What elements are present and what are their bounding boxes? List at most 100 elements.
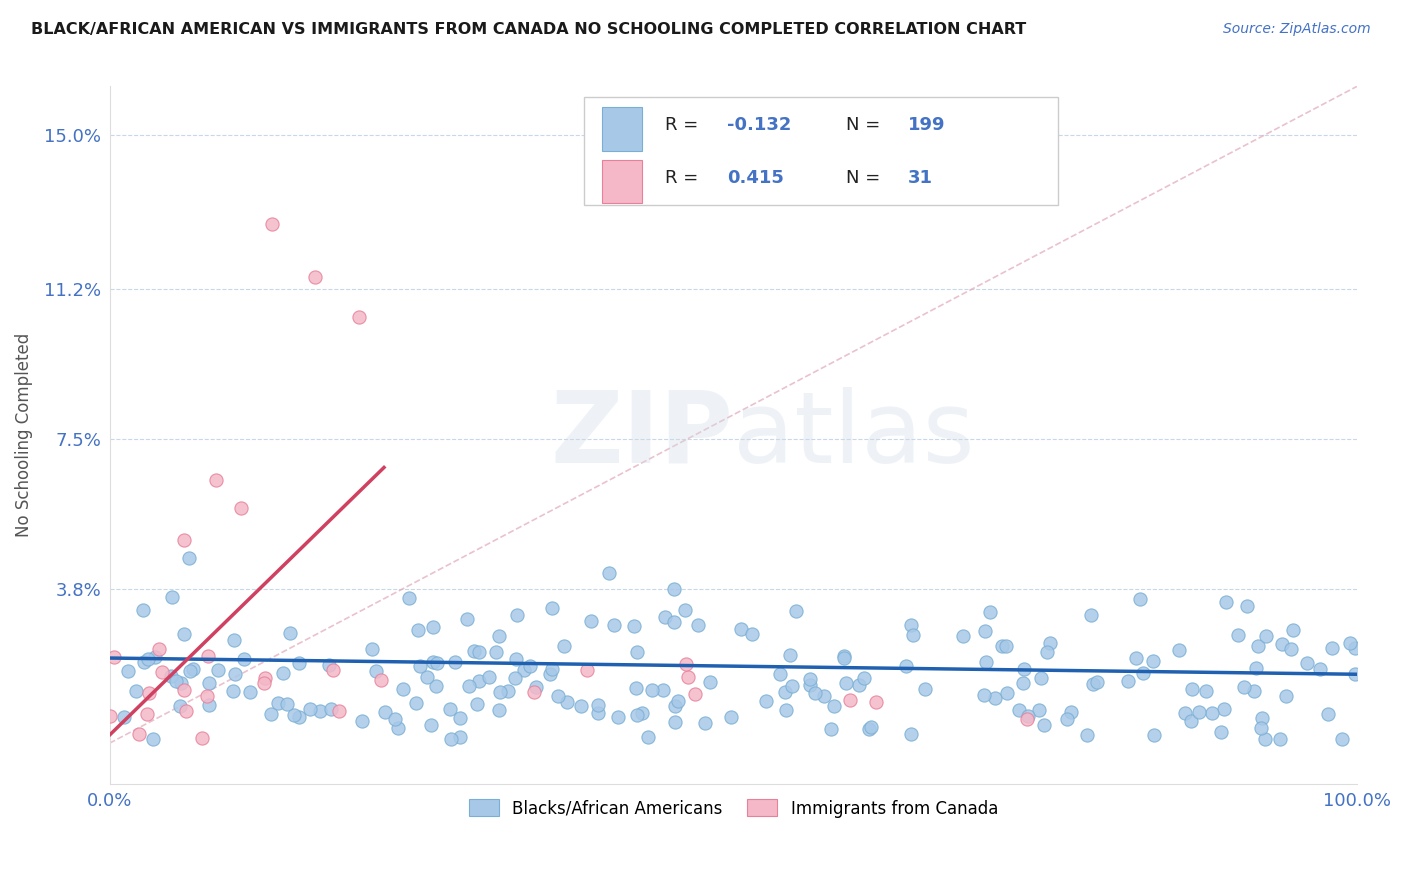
Point (463, 643, 485, 657)
Text: N =: N = (845, 117, 886, 135)
Point (1243, 684, 1265, 698)
Point (276, 697, 298, 711)
Point (1012, 662, 1035, 676)
Point (1181, 681, 1204, 696)
Point (626, 645, 648, 659)
Point (253, 676, 276, 690)
Point (488, 685, 510, 699)
Point (673, 603, 696, 617)
Point (773, 684, 796, 698)
Point (266, 696, 288, 710)
Point (990, 639, 1012, 653)
Point (278, 626, 301, 640)
Point (775, 702, 797, 716)
Point (894, 659, 917, 673)
Point (637, 730, 659, 744)
Point (449, 730, 471, 744)
Point (361, 642, 384, 657)
Point (239, 685, 262, 699)
Point (169, 699, 191, 714)
Text: R =: R = (665, 117, 703, 135)
Point (347, 310, 370, 325)
Point (1168, 642, 1191, 657)
Text: 199: 199 (908, 117, 945, 135)
Point (173, 682, 195, 697)
Point (654, 610, 676, 624)
Point (328, 704, 350, 718)
Point (398, 591, 420, 606)
Point (1129, 591, 1152, 606)
Point (468, 645, 491, 659)
Point (176, 704, 198, 718)
Point (142, 731, 165, 746)
Point (496, 684, 519, 698)
Point (540, 662, 562, 676)
Point (641, 683, 664, 698)
Point (779, 648, 801, 662)
Text: atlas: atlas (734, 386, 974, 483)
Point (1275, 689, 1298, 703)
Point (283, 708, 305, 723)
Text: 0.415: 0.415 (727, 169, 785, 186)
Y-axis label: No Schooling Completed: No Schooling Completed (15, 333, 32, 537)
Point (456, 612, 478, 626)
Point (1309, 662, 1331, 676)
Point (370, 673, 392, 687)
Point (170, 676, 193, 690)
Point (785, 603, 807, 617)
Point (160, 590, 183, 604)
Point (974, 655, 997, 669)
Point (148, 642, 170, 657)
Point (1008, 703, 1031, 717)
Point (207, 663, 229, 677)
Point (1247, 640, 1270, 654)
Point (117, 665, 139, 679)
Point (1271, 637, 1294, 651)
Point (503, 671, 526, 685)
Point (676, 670, 699, 684)
Point (1132, 666, 1154, 681)
Point (1031, 671, 1053, 685)
Point (579, 614, 602, 628)
Point (858, 722, 880, 736)
FancyBboxPatch shape (583, 97, 1057, 205)
Point (1209, 724, 1232, 739)
Point (422, 619, 444, 633)
Point (664, 615, 686, 629)
Point (173, 627, 195, 641)
Point (406, 623, 429, 637)
Point (160, 669, 183, 683)
Point (1270, 732, 1292, 747)
Point (1116, 674, 1139, 689)
Point (626, 708, 648, 723)
Point (98, 709, 121, 723)
Point (848, 678, 870, 692)
Point (478, 670, 501, 684)
Point (1012, 676, 1035, 690)
Point (741, 627, 763, 641)
Point (322, 663, 344, 677)
Text: ZIP: ZIP (550, 386, 734, 483)
Point (720, 710, 742, 724)
Point (173, 533, 195, 548)
Point (995, 685, 1018, 699)
Point (588, 706, 610, 720)
Point (198, 698, 221, 713)
Text: R =: R = (665, 169, 703, 186)
Point (1244, 661, 1267, 675)
Text: -0.132: -0.132 (727, 117, 792, 135)
Point (1085, 674, 1108, 689)
Point (606, 710, 628, 724)
Point (124, 683, 146, 698)
Point (425, 679, 447, 693)
Point (416, 670, 439, 684)
Point (468, 674, 491, 689)
Point (820, 722, 842, 736)
Point (664, 715, 686, 730)
Point (449, 711, 471, 725)
Point (952, 629, 974, 643)
Point (150, 665, 173, 680)
Point (839, 693, 862, 707)
Point (439, 701, 461, 715)
Point (1317, 707, 1340, 722)
